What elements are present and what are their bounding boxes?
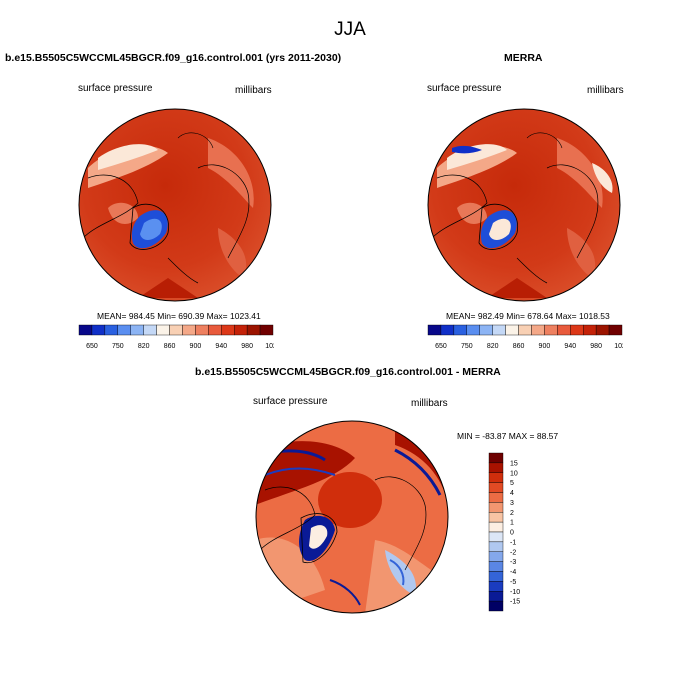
colorbar-swatch	[143, 324, 157, 336]
colorbar-swatch	[130, 324, 144, 336]
colorbar-swatch	[427, 324, 442, 336]
colorbar-tick-label: -5	[510, 579, 516, 586]
colorbar-swatch	[104, 324, 119, 336]
figure-title: JJA	[334, 19, 366, 40]
colorbar-swatch	[182, 324, 196, 336]
colorbar-swatch	[557, 324, 571, 336]
colorbar-swatch	[246, 324, 261, 336]
panel-1-units-label: millibars	[235, 85, 272, 96]
colorbar-swatch	[570, 324, 584, 336]
colorbar-swatch	[488, 531, 504, 543]
colorbar-swatch	[488, 591, 504, 602]
colorbar-tick-label: -2	[510, 549, 516, 556]
colorbar-swatch	[544, 324, 558, 336]
colorbar-tick-label: 650	[435, 343, 447, 350]
colorbar-swatch	[156, 324, 170, 336]
colorbar-swatch	[91, 324, 106, 336]
colorbar-swatch	[488, 561, 504, 572]
colorbar-swatch	[488, 482, 504, 493]
colorbar-swatch	[608, 324, 623, 336]
panel-1-field-label: surface pressure	[78, 83, 153, 94]
colorbar-swatch	[453, 324, 468, 336]
colorbar-swatch	[488, 472, 504, 483]
colorbar-tick-label: 820	[487, 343, 499, 350]
colorbar-tick-label: -1	[510, 539, 516, 546]
colorbar-tick-label: 15	[510, 460, 518, 467]
central-positive-region	[318, 472, 382, 528]
colorbar-swatch	[488, 581, 504, 592]
panel-2-colorbar: 650 750 820 860 900 940 980 1020	[427, 324, 623, 350]
colorbar-swatch	[488, 600, 504, 612]
colorbar-swatch	[479, 324, 493, 336]
colorbar-tick-label: 860	[513, 343, 525, 350]
colorbar-swatch	[169, 324, 183, 336]
colorbar-swatch	[259, 324, 274, 336]
colorbar-swatch	[488, 452, 504, 464]
colorbar-swatch	[233, 324, 248, 336]
colorbar-tick-label: -3	[510, 559, 516, 566]
colorbar-tick-label: 980	[241, 343, 253, 350]
colorbar-swatch	[595, 324, 610, 336]
panel-2-field-label: surface pressure	[427, 83, 502, 94]
colorbar-tick-label: 10	[510, 470, 518, 477]
colorbar-tick-label: 650	[86, 343, 98, 350]
colorbar-tick-label: 2	[510, 510, 514, 517]
colorbar-swatch	[518, 324, 532, 336]
panel-1-colorbar: 650 750 820 860 900 940 980 1020	[78, 324, 274, 350]
colorbar-swatch	[492, 324, 506, 336]
colorbar-tick-label: -10	[510, 589, 520, 596]
panel-2-stats: MEAN= 982.49 Min= 678.64 Max= 1018.53	[446, 311, 610, 321]
panel-1-polar-map	[78, 108, 272, 302]
colorbar-tick-label: 0	[510, 530, 514, 537]
colorbar-tick-label: 5	[510, 480, 514, 487]
colorbar-tick-label: 980	[590, 343, 602, 350]
colorbar-swatch	[208, 324, 222, 336]
colorbar-swatch	[531, 324, 545, 336]
panel-2-polar-map	[427, 108, 621, 302]
colorbar-tick-label: -15	[510, 599, 520, 606]
colorbar-tick-label: -4	[510, 569, 516, 576]
colorbar-swatch	[488, 541, 504, 552]
colorbar-tick-label: 940	[215, 343, 227, 350]
colorbar-tick-label: 1	[510, 520, 514, 527]
colorbar-swatch	[78, 324, 93, 336]
colorbar-tick-label: 1020	[614, 343, 623, 350]
colorbar-tick-label: 3	[510, 500, 514, 507]
colorbar-swatch	[582, 324, 597, 336]
panel-3-stats: MIN = -83.87 MAX = 88.57	[457, 431, 559, 441]
colorbar-swatch	[440, 324, 455, 336]
colorbar-tick-label: 4	[510, 490, 514, 497]
panel-2-title: MERRA	[504, 52, 543, 64]
colorbar-swatch	[488, 512, 504, 523]
colorbar-swatch	[221, 324, 235, 336]
colorbar-swatch	[466, 324, 480, 336]
panel-3-polar-map	[255, 420, 449, 614]
panel-3-units-label: millibars	[411, 398, 448, 409]
colorbar-tick-label: 1020	[265, 343, 274, 350]
colorbar-swatch	[488, 551, 504, 562]
colorbar-tick-label: 750	[112, 343, 124, 350]
colorbar-tick-label: 750	[461, 343, 473, 350]
colorbar-tick-label: 820	[138, 343, 150, 350]
colorbar-swatch	[195, 324, 209, 336]
colorbar-tick-label: 900	[539, 343, 551, 350]
colorbar-swatch	[488, 492, 504, 503]
colorbar-swatch	[505, 324, 519, 336]
colorbar-tick-label: 940	[564, 343, 576, 350]
panel-2-units-label: millibars	[587, 85, 624, 96]
colorbar-swatch	[488, 571, 504, 582]
colorbar-swatch	[488, 462, 504, 473]
colorbar-swatch	[488, 502, 504, 513]
colorbar-tick-label: 860	[164, 343, 176, 350]
colorbar-swatch	[488, 521, 504, 533]
panel-3-title: b.e15.B5505C5WCCML45BGCR.f09_g16.control…	[195, 366, 501, 378]
colorbar-swatch	[117, 324, 131, 336]
colorbar-tick-label: 900	[190, 343, 202, 350]
panel-3-field-label: surface pressure	[253, 396, 328, 407]
panel-1-stats: MEAN= 984.45 Min= 690.39 Max= 1023.41	[97, 311, 261, 321]
panel-1-title: b.e15.B5505C5WCCML45BGCR.f09_g16.control…	[5, 52, 342, 64]
